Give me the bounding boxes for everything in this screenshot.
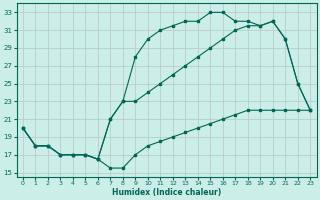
X-axis label: Humidex (Indice chaleur): Humidex (Indice chaleur) (112, 188, 221, 197)
